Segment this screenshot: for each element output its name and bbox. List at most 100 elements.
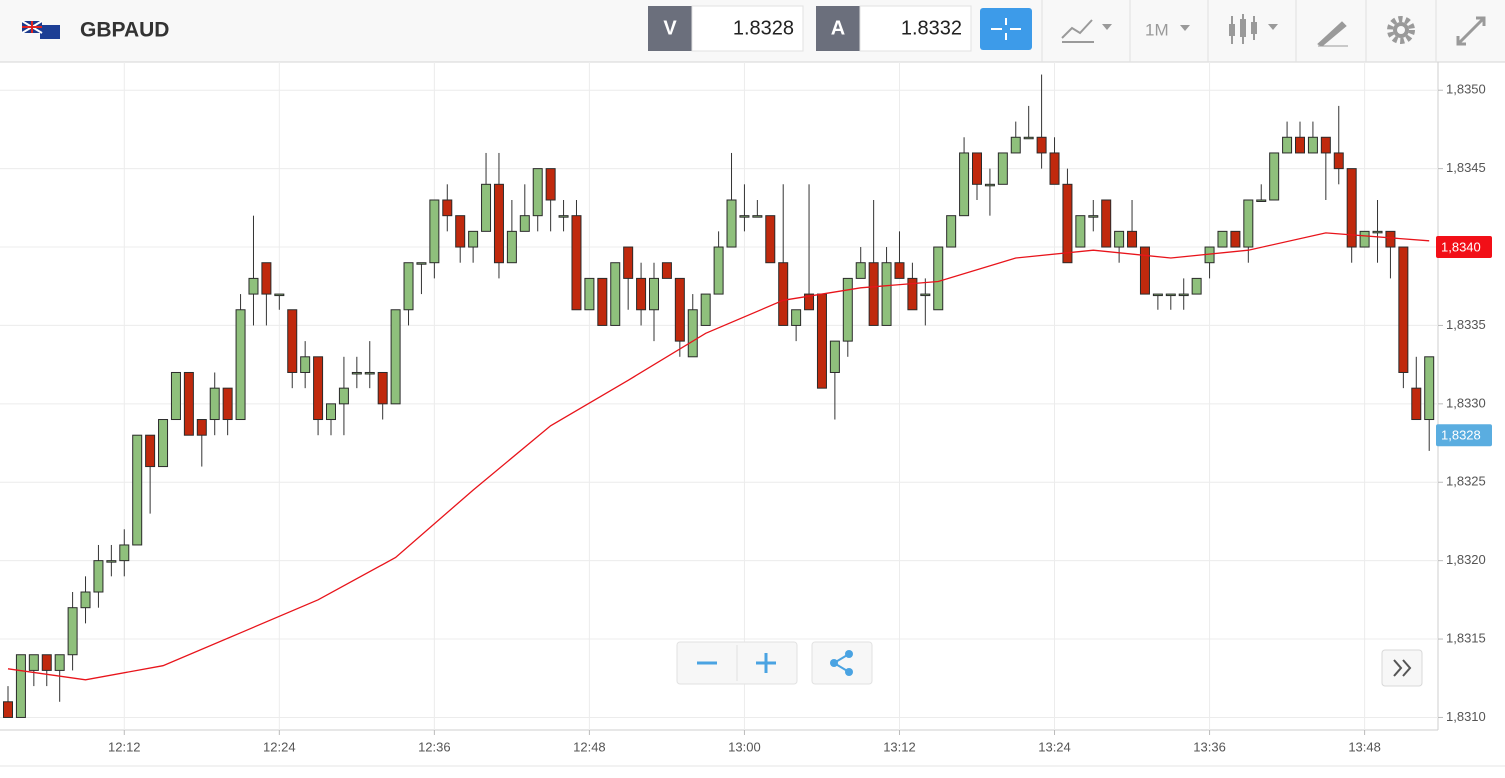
candle-body <box>1424 356 1435 421</box>
candle-body <box>416 262 427 265</box>
y-tick-label: 1,8310 <box>1446 709 1486 724</box>
candle-body <box>28 654 39 671</box>
y-tick-label: 1,8320 <box>1446 552 1486 567</box>
candle-body <box>1398 246 1409 373</box>
y-tick-label: 1,8350 <box>1446 82 1486 97</box>
share-button[interactable] <box>830 650 853 676</box>
price-tag <box>1436 424 1492 447</box>
y-tick-label: 1,8330 <box>1446 395 1486 410</box>
candle-body <box>907 277 918 311</box>
ask-badge[interactable] <box>816 6 860 51</box>
candle-body <box>532 168 543 217</box>
candle-body <box>209 387 220 421</box>
candle-body <box>674 277 685 342</box>
candle-body <box>636 277 647 311</box>
candle-body <box>235 309 246 421</box>
y-tick-label: 1,8335 <box>1446 317 1486 332</box>
candle-body <box>881 262 892 326</box>
indicator-button[interactable] <box>1061 19 1112 43</box>
settings-button[interactable] <box>1387 16 1415 44</box>
candle-body <box>300 356 311 373</box>
y-tick-label: 1,8325 <box>1446 474 1486 489</box>
candle-body <box>1307 136 1318 154</box>
candle-body <box>196 419 207 436</box>
candle-body <box>158 419 169 468</box>
zoom-controls <box>676 641 873 685</box>
candle-body <box>855 262 866 279</box>
candle-body <box>829 340 840 373</box>
candle-body <box>842 277 853 342</box>
flag-icon <box>21 20 60 39</box>
candle-body <box>506 230 517 264</box>
candle-body <box>67 607 78 656</box>
candle-body <box>959 152 970 217</box>
drawing-tool-button[interactable] <box>1317 21 1348 47</box>
candle-body <box>610 262 621 326</box>
candle-body <box>752 215 763 218</box>
candle-body <box>997 152 1008 185</box>
candle-body <box>1178 293 1189 297</box>
candle-body <box>1191 277 1202 295</box>
price-tag <box>1436 236 1492 259</box>
candle-body <box>558 215 569 218</box>
candle-body <box>377 371 388 405</box>
ask-box[interactable] <box>859 5 972 52</box>
candle-body <box>1230 230 1241 248</box>
x-tick-label: 12:48 <box>573 739 606 754</box>
bid-badge[interactable] <box>648 6 692 51</box>
candle-body <box>545 168 556 201</box>
chart-type-button[interactable] <box>1229 14 1278 44</box>
candle-body <box>442 199 453 217</box>
candle-body <box>403 262 414 311</box>
candle-body <box>584 277 595 311</box>
price-tag-label: 1,8328 <box>1441 428 1481 443</box>
x-tick-label: 12:24 <box>263 739 296 754</box>
candle-body <box>649 277 659 311</box>
candle-body <box>519 215 530 232</box>
bid-box[interactable] <box>691 5 804 52</box>
candle-body <box>804 293 815 311</box>
x-tick-label: 12:36 <box>418 739 451 754</box>
x-tick-label: 13:48 <box>1348 739 1381 754</box>
candle-body <box>326 403 336 421</box>
candle-body <box>119 544 130 562</box>
zoom-in-button[interactable] <box>756 653 776 673</box>
x-tick-label: 13:00 <box>728 739 761 754</box>
candle-body <box>661 262 672 279</box>
candle-body <box>183 371 194 436</box>
separators <box>1041 0 1437 62</box>
scroll-right-button[interactable] <box>1381 649 1423 687</box>
candle-body <box>1346 168 1357 248</box>
candle-body <box>351 371 362 375</box>
candle-body <box>623 246 634 279</box>
candle-body <box>222 387 233 421</box>
candle-body <box>726 199 737 248</box>
candle-body <box>170 371 181 421</box>
candle-body <box>132 434 143 546</box>
candle-body <box>3 701 13 718</box>
candle-body <box>1372 230 1383 234</box>
crosshair-button[interactable] <box>980 8 1032 50</box>
bid-label: V <box>663 17 677 39</box>
candle-body <box>1088 215 1099 218</box>
candle-body <box>816 293 827 389</box>
candle-body <box>1101 199 1112 248</box>
candle-body <box>390 309 401 405</box>
fullscreen-button[interactable] <box>1456 16 1486 46</box>
candle-body <box>1256 199 1267 202</box>
candle-body <box>1282 136 1293 154</box>
candle-body <box>287 309 298 373</box>
candle-body <box>80 591 91 609</box>
candle-body <box>739 215 750 218</box>
candle-body <box>1165 293 1176 297</box>
candle-body <box>338 387 349 405</box>
candle-body <box>429 199 440 264</box>
candle-body <box>274 293 285 297</box>
candle-body <box>868 262 879 326</box>
timeframe[interactable]: 1M <box>1145 20 1169 39</box>
candle-body <box>1049 152 1060 185</box>
candle-body <box>1114 230 1125 248</box>
candle-body <box>1023 136 1034 140</box>
candle-body <box>455 215 466 248</box>
